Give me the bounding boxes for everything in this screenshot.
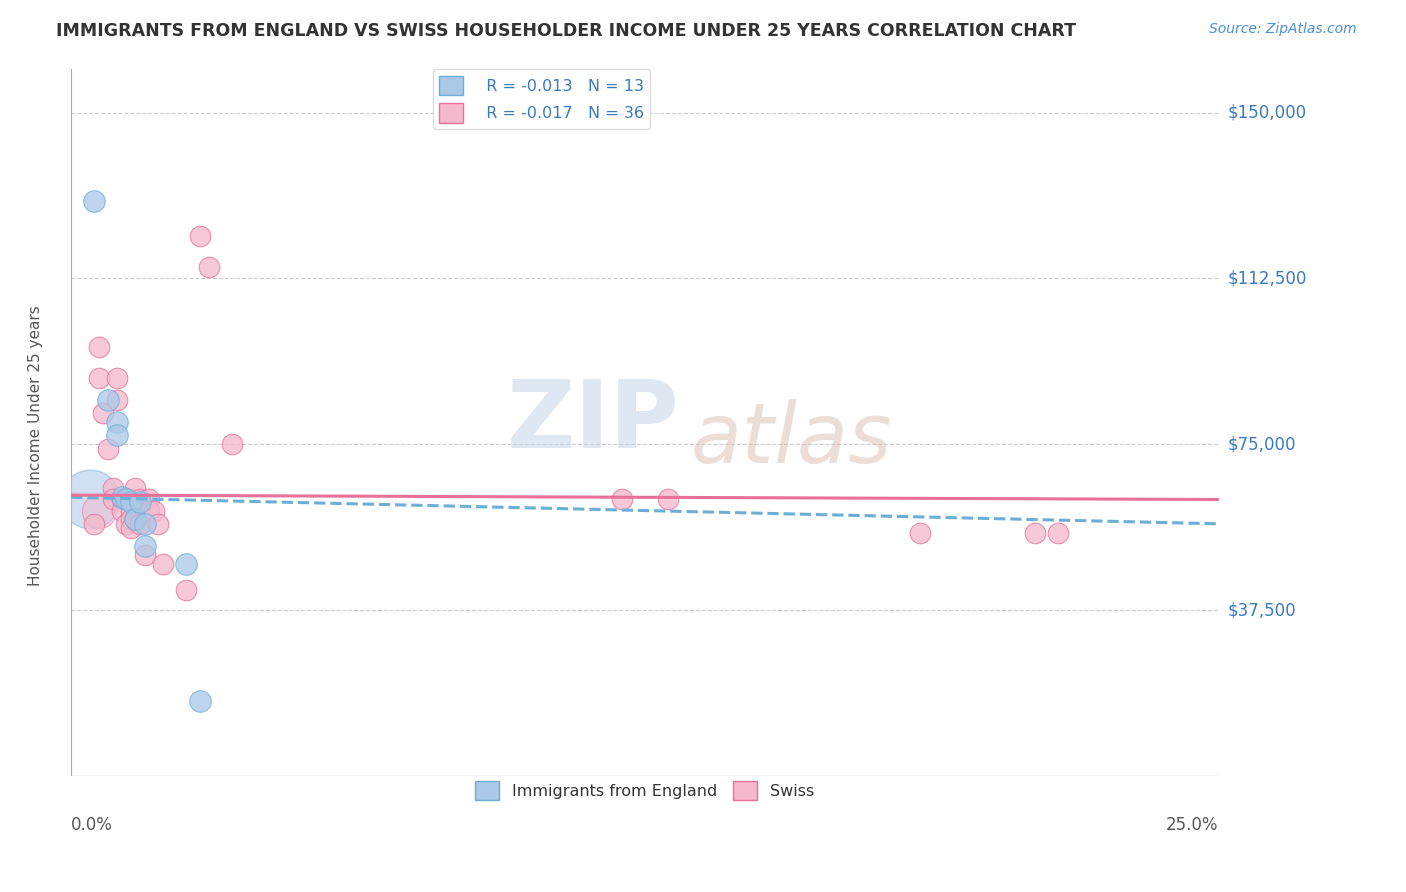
- Point: [142, 503, 165, 517]
- Point: [124, 512, 146, 526]
- Point: [111, 490, 134, 504]
- Point: [97, 392, 120, 407]
- Point: [83, 516, 105, 531]
- Legend: Immigrants from England, Swiss: Immigrants from England, Swiss: [470, 774, 821, 806]
- Point: [79, 492, 101, 507]
- Point: [105, 415, 128, 429]
- Point: [134, 539, 156, 553]
- Point: [120, 521, 142, 535]
- Text: Householder Income Under 25 years: Householder Income Under 25 years: [28, 306, 42, 586]
- Point: [87, 371, 110, 385]
- Text: $75,000: $75,000: [1227, 435, 1296, 453]
- Point: [105, 428, 128, 442]
- Point: [129, 492, 152, 507]
- Point: [124, 512, 146, 526]
- Point: [97, 442, 120, 456]
- Point: [134, 548, 156, 562]
- Point: [1046, 525, 1069, 540]
- Point: [138, 503, 160, 517]
- Point: [115, 492, 138, 507]
- Point: [174, 557, 197, 571]
- Point: [101, 482, 124, 496]
- Text: atlas: atlas: [690, 400, 893, 480]
- Point: [115, 492, 138, 507]
- Point: [129, 494, 152, 508]
- Point: [83, 194, 105, 208]
- Text: 25.0%: 25.0%: [1166, 815, 1219, 833]
- Point: [148, 516, 170, 531]
- Point: [105, 392, 128, 407]
- Text: ZIP: ZIP: [508, 376, 681, 468]
- Point: [198, 260, 221, 275]
- Point: [87, 503, 110, 517]
- Point: [152, 557, 174, 571]
- Point: [93, 406, 115, 420]
- Point: [138, 492, 160, 507]
- Point: [1024, 525, 1046, 540]
- Point: [657, 492, 679, 507]
- Point: [120, 492, 142, 507]
- Point: [105, 371, 128, 385]
- Text: $37,500: $37,500: [1227, 601, 1296, 619]
- Point: [120, 512, 142, 526]
- Point: [87, 340, 110, 354]
- Point: [115, 516, 138, 531]
- Text: 0.0%: 0.0%: [72, 815, 112, 833]
- Point: [120, 503, 142, 517]
- Point: [188, 693, 211, 707]
- Point: [101, 492, 124, 507]
- Point: [910, 525, 932, 540]
- Point: [174, 583, 197, 598]
- Point: [188, 229, 211, 244]
- Point: [111, 503, 134, 517]
- Point: [221, 437, 243, 451]
- Text: Source: ZipAtlas.com: Source: ZipAtlas.com: [1209, 22, 1357, 37]
- Point: [111, 492, 134, 507]
- Point: [124, 482, 146, 496]
- Point: [129, 516, 152, 531]
- Point: [134, 516, 156, 531]
- Point: [610, 492, 633, 507]
- Text: $112,500: $112,500: [1227, 269, 1308, 287]
- Text: IMMIGRANTS FROM ENGLAND VS SWISS HOUSEHOLDER INCOME UNDER 25 YEARS CORRELATION C: IMMIGRANTS FROM ENGLAND VS SWISS HOUSEHO…: [56, 22, 1076, 40]
- Point: [120, 494, 142, 508]
- Text: $150,000: $150,000: [1227, 103, 1306, 121]
